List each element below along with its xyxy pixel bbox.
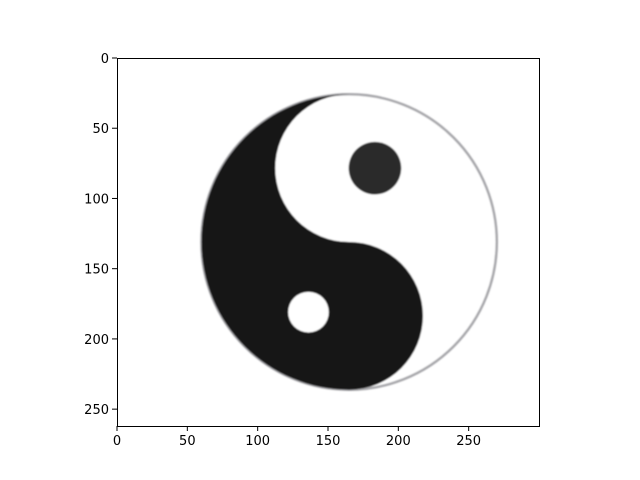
y-tick-label: 100 bbox=[84, 192, 109, 207]
x-tick-label: 200 bbox=[386, 434, 411, 449]
y-tick-label: 200 bbox=[84, 333, 109, 348]
x-tick-label: 250 bbox=[456, 434, 481, 449]
yin-dark-half bbox=[201, 94, 423, 390]
y-tick-label: 250 bbox=[84, 403, 109, 418]
x-tick-label: 150 bbox=[316, 434, 341, 449]
x-axis: 0 50 100 150 200 250 bbox=[113, 426, 481, 449]
x-tick-label: 0 bbox=[113, 434, 121, 449]
y-tick-label: 50 bbox=[92, 122, 109, 137]
y-tick-label: 0 bbox=[101, 52, 109, 67]
x-tick-label: 100 bbox=[245, 434, 270, 449]
dark-dot bbox=[348, 141, 402, 195]
y-axis: 0 50 100 150 200 250 bbox=[84, 52, 117, 418]
image-area bbox=[117, 58, 539, 426]
yin-yang-symbol bbox=[200, 93, 499, 391]
light-dot bbox=[288, 291, 329, 333]
x-tick-label: 50 bbox=[179, 434, 196, 449]
y-tick-label: 150 bbox=[84, 263, 109, 278]
